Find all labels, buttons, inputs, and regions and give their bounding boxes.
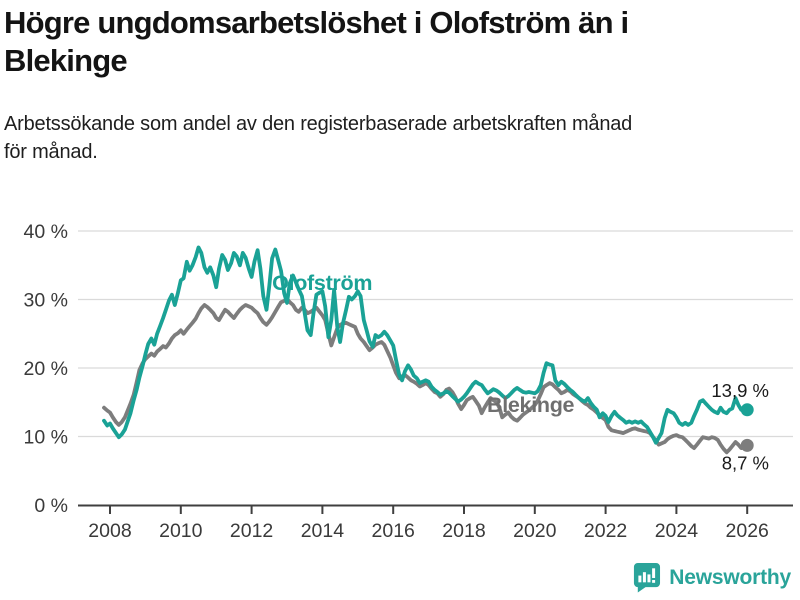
chart-header: Högre ungdomsarbetslöshet i Olofström än… bbox=[4, 4, 796, 166]
x-tick-label: 2008 bbox=[88, 520, 131, 542]
chart-subtitle: Arbetssökande som andel av den registerb… bbox=[4, 112, 633, 163]
newsworthy-wordmark: Newsworthy bbox=[669, 565, 791, 589]
x-tick-label: 2020 bbox=[513, 520, 557, 542]
x-tick-label: 2024 bbox=[655, 520, 699, 542]
newsworthy-logo[interactable]: Newsworthy bbox=[632, 562, 791, 593]
y-tick-label: 40 % bbox=[24, 221, 68, 243]
x-tick-label: 2026 bbox=[726, 520, 769, 542]
x-tick-label: 2016 bbox=[372, 520, 415, 542]
series-label-blekinge: Blekinge bbox=[487, 393, 575, 417]
y-tick-label: 20 % bbox=[24, 358, 68, 380]
series-end-dot-olofstrom bbox=[740, 403, 754, 417]
x-tick-label: 2018 bbox=[442, 520, 485, 542]
x-tick-label: 2014 bbox=[301, 520, 345, 542]
y-tick-label: 0 % bbox=[34, 495, 68, 517]
series-label-olofstrom: Olofström bbox=[272, 271, 372, 295]
series-line-blekinge bbox=[102, 296, 750, 455]
end-value-label-blekinge: 8,7 % bbox=[722, 452, 769, 473]
x-tick-label: 2022 bbox=[584, 520, 627, 542]
end-value-label-olofstrom: 13,9 % bbox=[711, 380, 769, 401]
y-tick-label: 10 % bbox=[24, 427, 68, 449]
series-end-dot-blekinge bbox=[740, 438, 754, 452]
x-tick-label: 2010 bbox=[159, 520, 203, 542]
series-line-olofstrom bbox=[102, 245, 750, 445]
newsworthy-icon bbox=[634, 563, 661, 593]
x-tick-label: 2012 bbox=[230, 520, 273, 542]
y-tick-label: 30 % bbox=[24, 290, 68, 312]
page-title: Högre ungdomsarbetslöshet i Olofström än… bbox=[4, 5, 629, 78]
